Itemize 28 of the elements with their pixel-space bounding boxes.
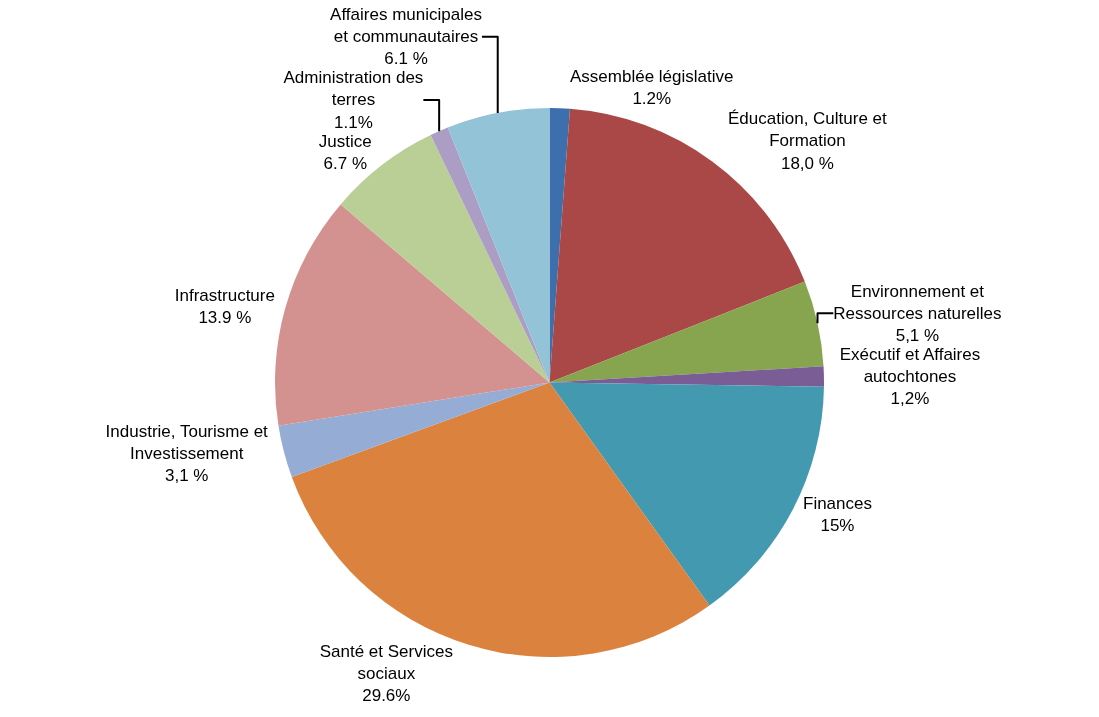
data-label: 18,0 % [780, 153, 834, 173]
pie-slice [275, 204, 550, 426]
data-label: 13.9 % [198, 308, 252, 328]
slice-label: Finances [802, 493, 872, 513]
slice-label: Administration des terres [283, 68, 424, 110]
data-label: 1.2% [632, 89, 672, 109]
pie-slice [549, 366, 824, 387]
data-label: 6.1 % [384, 49, 428, 69]
slice-label: Affaires municipales et communautaires [330, 5, 482, 47]
data-label: 3,1 % [164, 466, 209, 486]
data-label: 1.1% [334, 112, 373, 132]
slice-label: Justice [318, 131, 372, 151]
data-label: 29.6% [362, 686, 411, 706]
slice-label: Éducation, Culture et Formation [728, 109, 888, 151]
pie-slice [447, 108, 550, 383]
pie-slice [278, 382, 550, 478]
slice-label: Infrastructure [174, 286, 275, 306]
data-label: 15% [820, 515, 855, 535]
data-label: 5,1 % [895, 325, 940, 345]
slice-label: Industrie, Tourisme et Investissement [105, 422, 269, 464]
slice-label: Environnement et Ressources naturelles [833, 281, 1002, 323]
slice-label: Assemblée législative [570, 67, 734, 87]
data-label: 6.7 % [323, 153, 368, 173]
pie-slice [291, 382, 710, 657]
data-label: 1,2% [890, 389, 930, 409]
slice-label: Exécutif et Affaires autochtones [839, 344, 981, 387]
pie-slice [549, 281, 824, 383]
slice-label: Santé et Services sociaux [319, 642, 453, 684]
